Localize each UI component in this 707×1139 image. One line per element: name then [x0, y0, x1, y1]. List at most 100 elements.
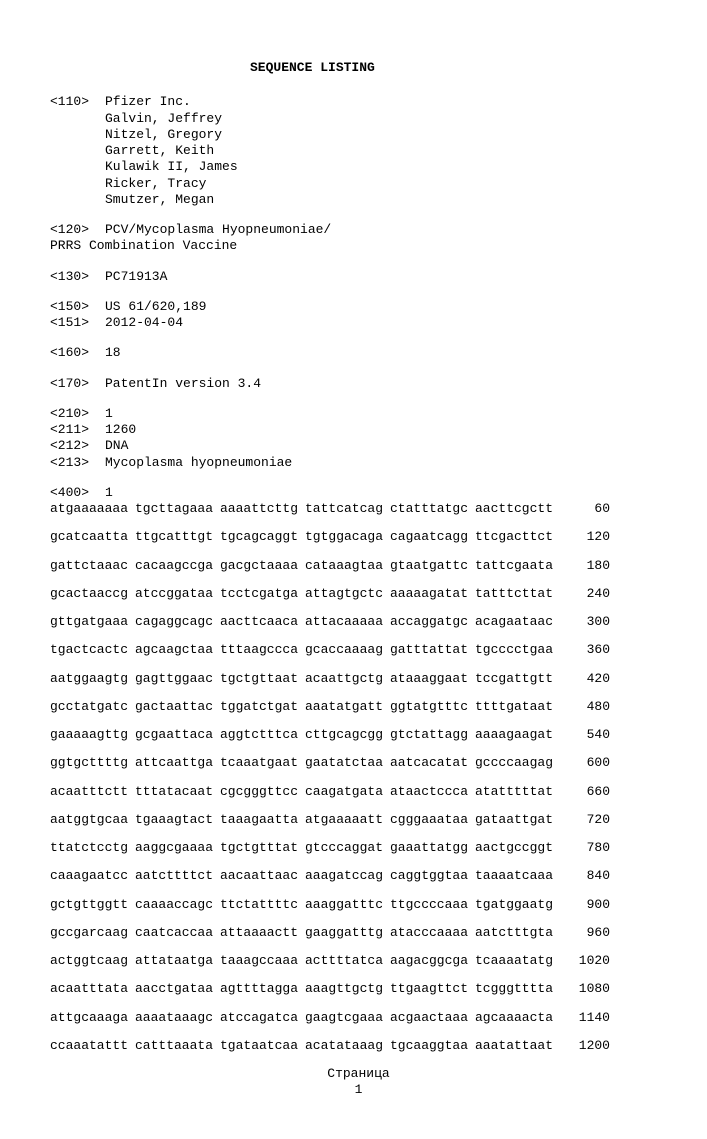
sequence-block: gattctaaac [50, 558, 135, 574]
applicant-block: <110> Pfizer Inc. Galvin, Jeffrey Nitzel… [50, 94, 667, 208]
sequence-row: aatggaagtggagttggaactgctgttaatacaattgctg… [50, 671, 667, 687]
sequence-block: tgctgtttat [220, 840, 305, 856]
priority-app: US 61/620,189 [105, 299, 206, 315]
sequence-block: gtctattagg [390, 727, 475, 743]
inventor-2: Garrett, Keith [50, 143, 667, 159]
sequence-block: atccagatca [220, 1010, 305, 1026]
sequence-row: atgaaaaaaatgcttagaaaaaaattcttgtattcatcag… [50, 501, 667, 517]
invention-title-line1: PCV/Mycoplasma Hyopneumoniae/ [105, 222, 331, 238]
sequence-row: ggtgcttttgattcaattgatcaaatgaatgaatatctaa… [50, 755, 667, 771]
tag-212: <212> [50, 438, 105, 454]
sequence-block: acaattgctg [305, 671, 390, 687]
sequence-block: tgcccctgaa [475, 642, 560, 658]
sequence-block: taaaatcaaa [475, 868, 560, 884]
sequence-block: gcactaaccg [50, 586, 135, 602]
sequence-block: tgaaagtact [135, 812, 220, 828]
sequence-row: actggtcaagattataatgataaagccaaaacttttatca… [50, 953, 667, 969]
sequence-block: gccgarcaag [50, 925, 135, 941]
sequence-row: gcatcaattattgcatttgttgcagcaggttgtggacaga… [50, 529, 667, 545]
sequence-block: gataattgat [475, 812, 560, 828]
sequence-block: aacaattaac [220, 868, 305, 884]
sequence-block: tcaaaatatg [475, 953, 560, 969]
sequence-block: cgcgggttcc [220, 784, 305, 800]
sequence-block: aaaggatttc [305, 897, 390, 913]
sequence-block: agttttagga [220, 981, 305, 997]
sequence-position: 60 [560, 501, 610, 517]
sequence-block: cagaggcagc [135, 614, 220, 630]
seq-count: 18 [105, 345, 121, 361]
sequence-block: ataaaggaat [390, 671, 475, 687]
sequence-block: gatttattat [390, 642, 475, 658]
sequence-block: aatggaagtg [50, 671, 135, 687]
sequence-block: tattcatcag [305, 501, 390, 517]
sequence-block: agcaagctaa [135, 642, 220, 658]
sequence-block: gcctatgatc [50, 699, 135, 715]
sequence-block: ttgccccaaa [390, 897, 475, 913]
sequence-row: acaatttataaacctgataaagttttaggaaaagttgctg… [50, 981, 667, 997]
sequence-block: tattcgaata [475, 558, 560, 574]
sequence-block: aatctttgta [475, 925, 560, 941]
tag-213: <213> [50, 455, 105, 471]
page-footer: Страница 1 [50, 1066, 667, 1099]
sequence-block: tcctcgatga [220, 586, 305, 602]
sequence-position: 600 [560, 755, 610, 771]
sequence-row: gcactaaccgatccggataatcctcgatgaattagtgctc… [50, 586, 667, 602]
sequence-block: ctatttatgc [390, 501, 475, 517]
sequence-block: gcgaattaca [135, 727, 220, 743]
seq-count-block: <160> 18 [50, 345, 667, 361]
sequence-block: cagaatcagg [390, 529, 475, 545]
sequence-block: atgaaaaaaa [50, 501, 135, 517]
sequence-position: 1020 [560, 953, 610, 969]
sequence-block: gccccaagag [475, 755, 560, 771]
sequence-block: gacgctaaaa [220, 558, 305, 574]
sequence-row: gaaaaagttggcgaattacaaggtctttcacttgcagcgg… [50, 727, 667, 743]
sequence-block: gactaattac [135, 699, 220, 715]
sequence-block: agcaaaacta [475, 1010, 560, 1026]
sequence-block: taaagccaaa [220, 953, 305, 969]
priority-block: <150> US 61/620,189 <151> 2012-04-04 [50, 299, 667, 332]
sequence-position: 300 [560, 614, 610, 630]
sequence-block: aaagttgctg [305, 981, 390, 997]
sequence-block: attcaattga [135, 755, 220, 771]
sequence-block: ttgaagttct [390, 981, 475, 997]
sequence-block: tgataatcaa [220, 1038, 305, 1054]
invention-title-block: <120> PCV/Mycoplasma Hyopneumoniae/ PRRS… [50, 222, 667, 255]
sequence-block: ttgcatttgt [135, 529, 220, 545]
sequence-block: gtaatgattc [390, 558, 475, 574]
sequence-block: accaggatgc [390, 614, 475, 630]
sequence-row: gctgttggttcaaaaccagcttctattttcaaaggatttc… [50, 897, 667, 913]
sequence-block: aacttcaaca [220, 614, 305, 630]
sequence-position: 780 [560, 840, 610, 856]
sequence-block: atatttttat [475, 784, 560, 800]
sequence-block: acagaataac [475, 614, 560, 630]
sequence-row: gttgatgaaacagaggcagcaacttcaacaattacaaaaa… [50, 614, 667, 630]
sequence-position: 540 [560, 727, 610, 743]
inventor-3: Kulawik II, James [50, 159, 667, 175]
sequence-block: ttatctcctg [50, 840, 135, 856]
sequence-position: 1080 [560, 981, 610, 997]
sequence-row: gccgarcaagcaatcaccaaattaaaacttgaaggatttg… [50, 925, 667, 941]
sequence-row: caaagaatccaatcttttctaacaattaacaaagatccag… [50, 868, 667, 884]
sequence-position: 960 [560, 925, 610, 941]
sequence-block: aggtctttca [220, 727, 305, 743]
sequence-block: tgactcactc [50, 642, 135, 658]
sequence-row: attgcaaagaaaaataaagcatccagatcagaagtcgaaa… [50, 1010, 667, 1026]
sequence-block: cttgcagcgg [305, 727, 390, 743]
sequence-position: 240 [560, 586, 610, 602]
sequence-block: aatggtgcaa [50, 812, 135, 828]
sequence-position: 1200 [560, 1038, 610, 1054]
sequence-block: gaaaaagttg [50, 727, 135, 743]
sequence-position: 360 [560, 642, 610, 658]
sequence-block: aacttcgctt [475, 501, 560, 517]
seq-info-block: <210> 1 <211> 1260 <212> DNA <213> Mycop… [50, 406, 667, 471]
sequence-block: cacaagccga [135, 558, 220, 574]
sequence-body: atgaaaaaaatgcttagaaaaaaattcttgtattcatcag… [50, 501, 667, 1054]
sequence-position: 180 [560, 558, 610, 574]
sequence-block: ggtgcttttg [50, 755, 135, 771]
applicant-name: Pfizer Inc. [105, 94, 191, 110]
sequence-row: aatggtgcaatgaaagtacttaaagaattaatgaaaaatt… [50, 812, 667, 828]
sequence-block: caaaaccagc [135, 897, 220, 913]
sequence-block: tttatacaat [135, 784, 220, 800]
sequence-block: gcaccaaaag [305, 642, 390, 658]
file-ref-block: <130> PC71913A [50, 269, 667, 285]
